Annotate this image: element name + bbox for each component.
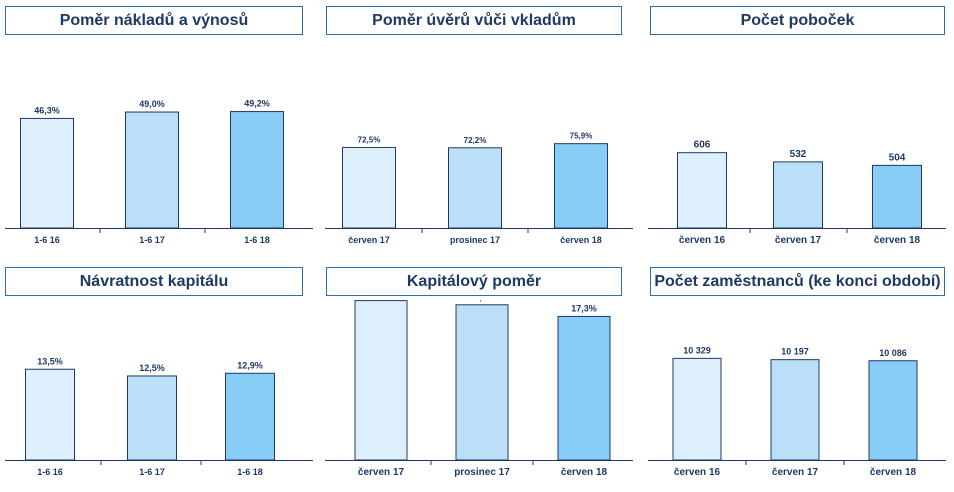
- data-label: 532: [790, 149, 807, 160]
- data-label: 46,3%: [34, 105, 60, 115]
- category-label: červen 17: [775, 235, 822, 246]
- data-label: 72,5%: [358, 135, 381, 144]
- chart-loans-deposits: 72,5% červen 17 72,2% prosinec 17 75,9% červe…: [325, 132, 633, 245]
- bar: [448, 147, 502, 229]
- data-label: 49,2%: [244, 99, 270, 109]
- category-label: červen 17: [358, 467, 405, 478]
- data-label: 10 329: [683, 345, 711, 355]
- bar: [773, 161, 823, 229]
- bar: [354, 300, 408, 461]
- data-label: 18,7%: [469, 300, 495, 302]
- data-label: 12,9%: [237, 360, 263, 370]
- category-label: 1-6 16: [34, 235, 60, 245]
- bar: [125, 111, 179, 229]
- bar: [127, 375, 177, 461]
- bar: [230, 111, 284, 229]
- bar: [770, 359, 820, 461]
- bar: [557, 315, 611, 461]
- category-label: červen 18: [870, 467, 917, 478]
- data-label: 72,2%: [464, 136, 487, 145]
- category-label: prosinec 17: [450, 235, 500, 245]
- bar: [25, 368, 75, 461]
- category-label: červen 18: [561, 467, 608, 478]
- category-label: 1-6 17: [139, 467, 165, 477]
- category-label: červen 16: [679, 235, 726, 246]
- bar: [225, 372, 275, 461]
- chart-capital-ratio: 19,2%červen 1718,7%prosinec 1717,3%červe…: [325, 300, 633, 478]
- bar: [342, 146, 396, 229]
- data-label: 17,3%: [571, 303, 597, 313]
- data-label: 10 197: [781, 347, 809, 357]
- bar: [20, 117, 74, 229]
- bar: [554, 143, 608, 229]
- chart-title: Kapitálový poměr: [326, 267, 622, 296]
- chart-title: Počet poboček: [650, 6, 945, 35]
- category-label: červen 18: [560, 235, 602, 245]
- chart-title: Počet zaměstnanců (ke konci období): [650, 267, 945, 296]
- chart-branches: 606 červen 16 532 červen 17 504 červen 18: [648, 140, 946, 246]
- data-label: 49,0%: [139, 99, 165, 109]
- category-label: 1-6 16: [37, 467, 63, 477]
- category-label: 1-6 18: [244, 235, 270, 245]
- category-label: červen 17: [348, 235, 390, 245]
- chart-cost-income: 46,3% 1-6 16 49,0% 1-6 17 49,2% 1-6 18: [5, 99, 313, 245]
- chart-title: Návratnost kapitálu: [5, 267, 303, 296]
- data-label: 13,5%: [37, 356, 63, 366]
- data-label: 75,9%: [570, 132, 593, 141]
- category-label: 1-6 17: [139, 235, 165, 245]
- bar: [677, 152, 727, 229]
- bar: [872, 164, 922, 229]
- chart-roe: 13,5% 1-6 16 12,5% 1-6 17 12,9% 1-6 18: [5, 356, 313, 477]
- category-label: červen 16: [674, 467, 721, 478]
- bar: [455, 304, 509, 461]
- data-label: 10 086: [879, 348, 907, 358]
- data-label: 504: [889, 152, 906, 163]
- category-label: červen 17: [772, 467, 819, 478]
- chart-title: Poměr úvěrů vůči vkladům: [326, 6, 622, 35]
- bar: [672, 357, 722, 461]
- data-label: 12,5%: [139, 363, 165, 373]
- chart-title: Poměr nákladů a výnosů: [5, 6, 303, 35]
- category-label: 1-6 18: [237, 467, 263, 477]
- chart-employees: 10 329 červen 16 10 197 červen 17 10 086 červ…: [648, 345, 946, 478]
- bar: [868, 360, 918, 461]
- category-label: prosinec 17: [454, 467, 510, 478]
- data-label: 606: [694, 140, 711, 151]
- category-label: červen 18: [874, 235, 921, 246]
